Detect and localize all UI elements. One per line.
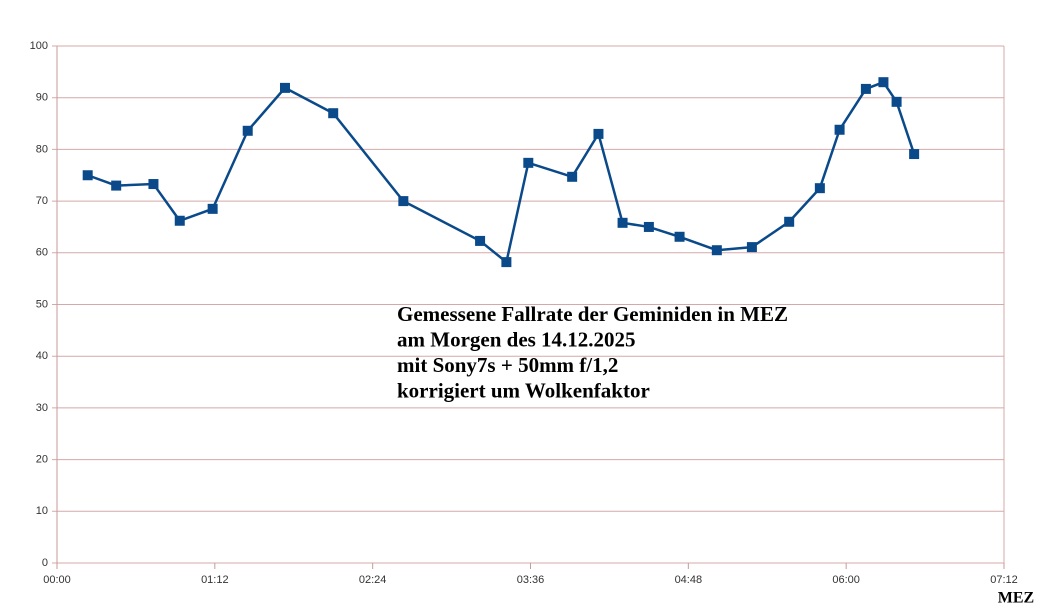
marker bbox=[328, 108, 339, 119]
y-tick-label: 50 bbox=[36, 298, 48, 310]
marker bbox=[643, 221, 654, 232]
marker bbox=[207, 203, 218, 214]
y-tick-label: 100 bbox=[30, 40, 48, 52]
x-tick-label: 02:24 bbox=[359, 574, 387, 586]
x-tick-label: 01:12 bbox=[201, 574, 229, 586]
y-tick-label: 40 bbox=[36, 350, 48, 362]
marker bbox=[746, 242, 757, 253]
annotation: korrigiert um Wolkenfaktor bbox=[397, 378, 650, 402]
y-tick-label: 80 bbox=[36, 143, 48, 155]
marker bbox=[279, 82, 290, 93]
series-line bbox=[87, 80, 916, 265]
marker bbox=[475, 235, 486, 246]
annotation: Gemessene Fallrate der Geminiden in MEZ bbox=[397, 302, 788, 326]
x-tick-label: 03:36 bbox=[517, 574, 545, 586]
marker bbox=[111, 180, 122, 191]
marker bbox=[834, 124, 845, 135]
y-tick-label: 90 bbox=[36, 92, 48, 104]
marker bbox=[674, 231, 685, 242]
y-tick-label: 0 bbox=[42, 557, 48, 569]
marker bbox=[567, 171, 578, 182]
marker bbox=[148, 179, 159, 190]
x-axis-label: MEZ bbox=[998, 590, 1034, 607]
marker bbox=[501, 257, 512, 268]
marker bbox=[860, 83, 871, 94]
y-tick-label: 30 bbox=[36, 402, 48, 414]
x-tick-label: 07:12 bbox=[990, 574, 1018, 586]
marker bbox=[909, 149, 920, 160]
marker bbox=[891, 96, 902, 107]
marker bbox=[814, 183, 825, 194]
marker bbox=[523, 157, 534, 168]
marker bbox=[174, 215, 185, 226]
marker bbox=[398, 196, 409, 207]
y-tick-label: 20 bbox=[36, 454, 48, 466]
y-tick-label: 70 bbox=[36, 195, 48, 207]
marker bbox=[784, 216, 795, 227]
y-tick-label: 10 bbox=[36, 505, 48, 517]
y-tick-label: 60 bbox=[36, 247, 48, 259]
annotation: am Morgen des 14.12.2025 bbox=[397, 327, 636, 351]
x-tick-label: 04:48 bbox=[675, 574, 703, 586]
marker bbox=[617, 217, 628, 228]
marker bbox=[593, 128, 604, 139]
marker bbox=[242, 125, 253, 136]
marker bbox=[878, 77, 889, 88]
annotation: mit Sony7s + 50mm f/1,2 bbox=[397, 353, 618, 377]
marker bbox=[82, 170, 93, 181]
x-tick-label: 06:00 bbox=[832, 574, 860, 586]
marker bbox=[711, 245, 722, 256]
x-tick-label: 00:00 bbox=[43, 574, 71, 586]
